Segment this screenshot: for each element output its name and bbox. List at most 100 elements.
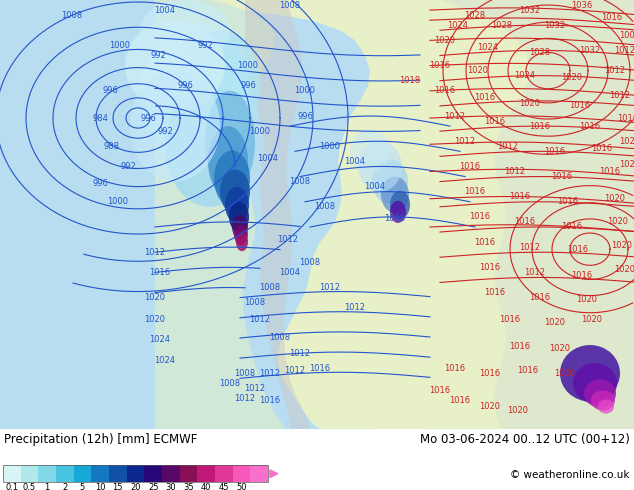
Bar [179,466,197,482]
Text: 1016: 1016 [510,342,531,350]
Text: 1004: 1004 [257,154,278,163]
Text: 25: 25 [148,483,158,490]
Text: 1012: 1012 [278,235,299,244]
Text: 1012: 1012 [235,394,256,403]
Text: 1008: 1008 [245,298,266,307]
Text: 1008: 1008 [269,334,290,343]
Text: 1012: 1012 [444,112,465,121]
Polygon shape [155,0,634,429]
Text: 1012: 1012 [498,142,519,151]
Ellipse shape [125,20,225,111]
Text: 1020: 1020 [550,343,571,352]
Text: 1016: 1016 [510,192,531,201]
Text: 1016: 1016 [517,366,538,375]
Ellipse shape [573,363,617,404]
Text: 1000: 1000 [250,126,271,136]
Text: 1020: 1020 [434,36,455,45]
Bar [233,466,250,482]
Text: 1012: 1012 [614,46,634,55]
Text: 1016: 1016 [529,122,550,131]
Text: 1016: 1016 [599,167,621,176]
Text: 1012: 1012 [290,348,311,358]
Text: 1016: 1016 [429,386,451,395]
Text: 992: 992 [197,41,213,50]
Text: 1004: 1004 [365,182,385,191]
Text: 1016: 1016 [562,222,583,231]
Ellipse shape [220,170,250,214]
Text: 1012: 1012 [519,243,541,252]
Text: 45: 45 [219,483,229,490]
Bar [74,466,91,482]
Ellipse shape [598,399,614,414]
Text: 1016: 1016 [460,162,481,171]
Ellipse shape [584,379,616,408]
Bar [3,466,21,482]
Text: 1024: 1024 [515,71,536,80]
Text: 30: 30 [165,483,176,490]
Polygon shape [380,277,463,429]
Text: 1012: 1012 [250,315,271,324]
Text: 1: 1 [44,483,50,490]
Text: 1032: 1032 [545,21,566,30]
Bar [56,466,74,482]
Ellipse shape [358,141,402,192]
Ellipse shape [180,30,260,141]
Polygon shape [440,0,634,429]
Text: 1020: 1020 [581,315,602,324]
Text: 1016: 1016 [529,293,550,302]
Bar [109,466,127,482]
Text: 20: 20 [130,483,141,490]
Text: 1016: 1016 [259,396,281,405]
Text: 1020: 1020 [604,194,626,203]
Text: 992: 992 [150,51,166,60]
Text: 1012: 1012 [455,137,476,146]
Text: 1020: 1020 [619,160,634,169]
Text: 1008: 1008 [219,379,240,388]
Text: 1016: 1016 [450,396,470,405]
Text: 1016: 1016 [579,122,600,131]
Text: 0.5: 0.5 [23,483,36,490]
Text: 1008: 1008 [299,258,321,267]
Ellipse shape [390,201,406,223]
Text: 1012: 1012 [505,167,526,176]
Text: 1016: 1016 [444,364,465,373]
Text: 1012: 1012 [145,248,165,257]
Text: 1016: 1016 [150,268,171,277]
Text: 1016: 1016 [602,13,623,22]
Ellipse shape [140,25,250,167]
Text: 996: 996 [240,81,256,90]
Text: 1020: 1020 [519,99,541,108]
Text: 1016: 1016 [484,288,505,297]
Text: 1008: 1008 [259,283,281,292]
Text: 1008: 1008 [384,215,406,223]
Ellipse shape [130,71,220,182]
Text: 1012: 1012 [344,303,365,312]
Ellipse shape [205,91,255,192]
Bar [21,466,38,482]
Ellipse shape [229,202,249,232]
Text: 992: 992 [157,126,173,136]
Text: 35: 35 [183,483,194,490]
Bar [38,466,56,482]
Text: 1028: 1028 [465,11,486,20]
Text: 1012: 1012 [245,384,266,393]
Text: 1020: 1020 [555,369,576,378]
Text: 1012: 1012 [524,268,545,277]
Text: 1016: 1016 [309,364,330,373]
Text: 1036: 1036 [571,0,593,9]
Bar [127,466,145,482]
Bar [197,466,215,482]
Text: 1024: 1024 [150,336,171,344]
Text: 1018: 1018 [399,76,420,85]
Text: 1008: 1008 [235,369,256,378]
Text: 1020: 1020 [562,73,583,82]
Text: 50: 50 [236,483,247,490]
Text: 992: 992 [120,162,136,171]
Text: 1000: 1000 [295,86,316,95]
Text: 1024: 1024 [477,43,498,52]
Text: 1016: 1016 [479,369,501,378]
Text: 996: 996 [177,81,193,90]
Text: 1020: 1020 [576,295,597,304]
Bar [91,466,109,482]
Text: 1020: 1020 [619,137,634,146]
